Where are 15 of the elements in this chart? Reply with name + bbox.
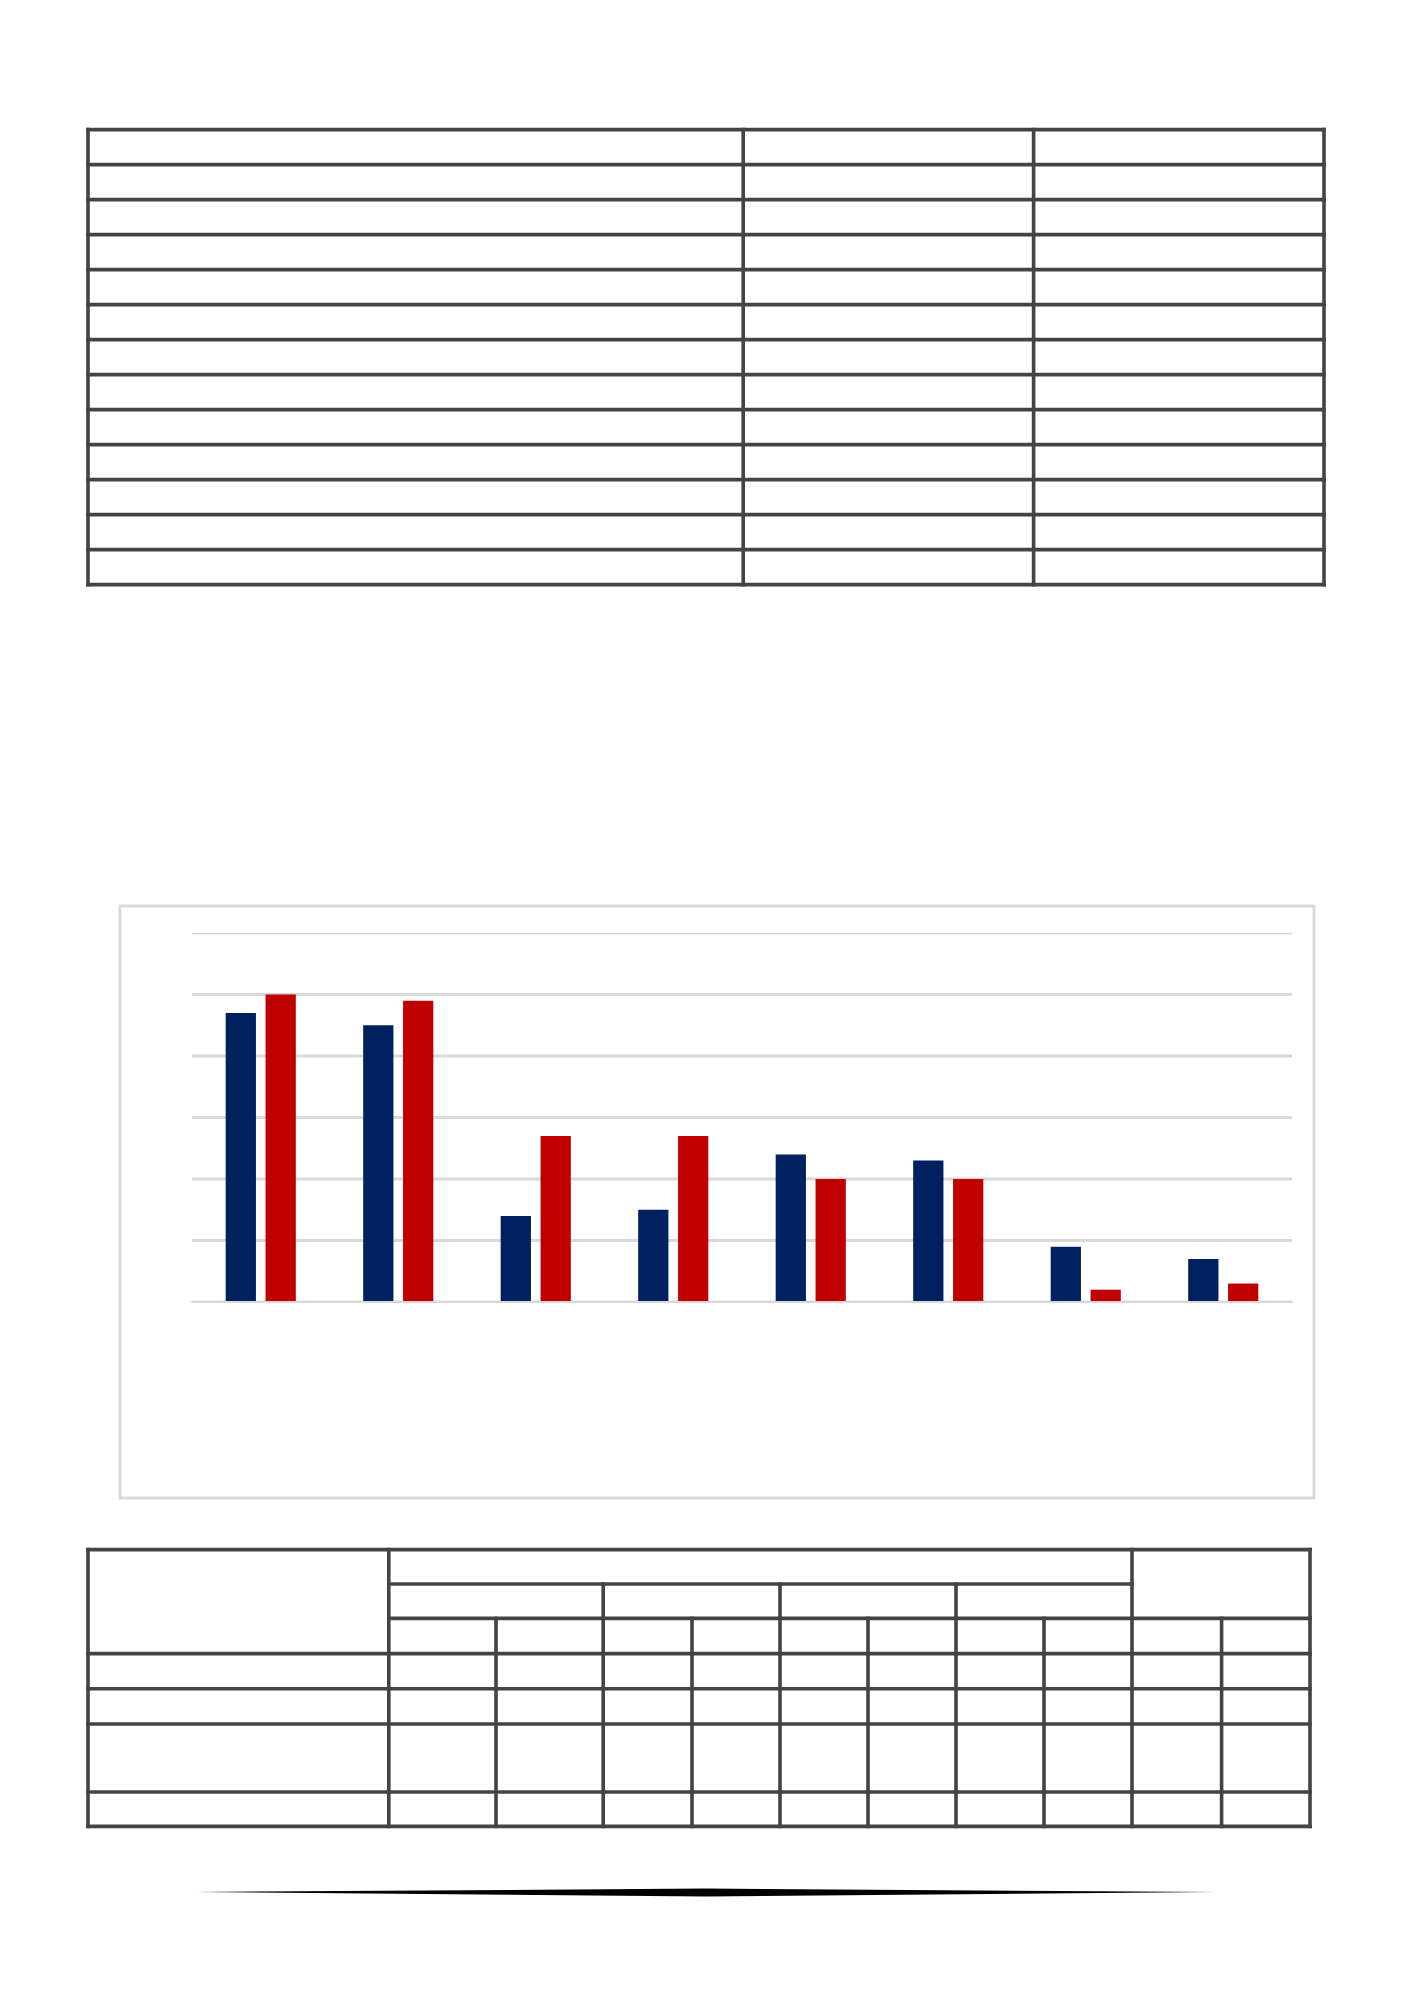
bar <box>913 1160 944 1302</box>
bar <box>225 1012 256 1302</box>
bar <box>815 1179 846 1302</box>
bar <box>1228 1283 1259 1302</box>
bar <box>1188 1258 1219 1302</box>
bar <box>678 1135 709 1302</box>
bar <box>953 1179 984 1302</box>
bar <box>638 1209 669 1302</box>
bar <box>775 1154 806 1302</box>
bar <box>540 1135 571 1302</box>
bar <box>265 994 296 1302</box>
bar <box>403 1000 434 1302</box>
bar <box>1050 1246 1081 1302</box>
bar <box>363 1025 394 1302</box>
bar <box>500 1215 531 1302</box>
